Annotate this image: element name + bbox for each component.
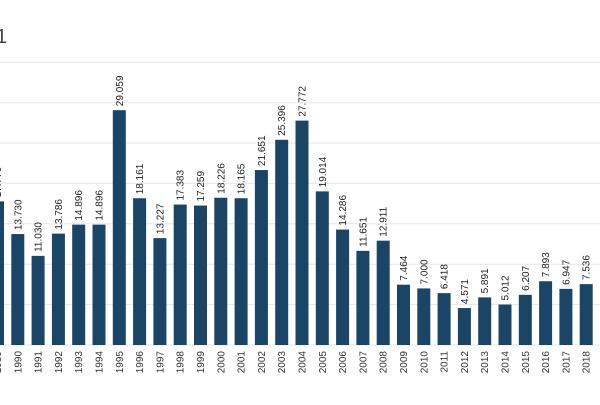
bar-1999 <box>194 205 207 345</box>
value-label-1998: 17.383 <box>176 170 187 201</box>
value-label-1992: 13.786 <box>54 199 65 230</box>
bar-2000 <box>214 197 228 345</box>
x-tick-2012: 2012 <box>460 351 471 374</box>
bar-2004 <box>295 120 309 346</box>
x-tick-1992: 1992 <box>54 351 65 374</box>
value-label-2006: 14.286 <box>338 195 349 226</box>
value-label-2012: 4.571 <box>460 279 471 304</box>
value-label-1996: 18.161 <box>135 163 146 194</box>
x-tick-1991: 1991 <box>34 351 45 374</box>
bar-1996 <box>133 198 147 345</box>
bar-1998 <box>173 204 187 345</box>
value-label-2000: 18.226 <box>216 163 227 194</box>
value-label-1991: 11.030 <box>34 222 45 252</box>
value-label-2001: 18.165 <box>237 163 248 194</box>
bar-1991 <box>31 255 45 345</box>
x-tick-2002: 2002 <box>257 351 268 374</box>
bar-2013 <box>478 297 492 345</box>
bar-2018 <box>579 284 593 345</box>
x-tick-2013: 2013 <box>480 351 491 374</box>
value-label-2009: 7.464 <box>399 255 410 280</box>
x-tick-2011: 2011 <box>440 351 451 373</box>
value-label-2015: 6.207 <box>521 265 532 290</box>
bar-1989 <box>0 201 4 345</box>
x-tick-1997: 1997 <box>155 351 166 374</box>
x-tick-1993: 1993 <box>74 351 85 374</box>
value-label-2013: 5.891 <box>480 268 491 293</box>
x-tick-2007: 2007 <box>358 351 369 374</box>
value-label-1994: 14.896 <box>95 190 106 221</box>
bar-2010 <box>417 288 431 345</box>
value-label-2010: 7.000 <box>419 259 430 284</box>
x-tick-2006: 2006 <box>338 351 349 374</box>
x-tick-2014: 2014 <box>501 351 512 374</box>
bar-2009 <box>397 284 410 345</box>
value-label-2002: 21.651 <box>257 135 268 166</box>
bar-2007 <box>356 250 370 345</box>
x-tick-2016: 2016 <box>541 351 552 374</box>
value-label-2018: 7.536 <box>582 255 593 280</box>
bar-1995 <box>112 110 126 345</box>
bar-2001 <box>234 198 248 345</box>
value-label-1990: 13.730 <box>13 199 24 230</box>
bar-1997 <box>153 238 167 345</box>
x-tick-2015: 2015 <box>521 351 532 374</box>
bars <box>0 110 593 346</box>
bar-2005 <box>315 191 329 345</box>
bar-2014 <box>498 304 512 345</box>
value-label-2003: 25.396 <box>277 105 288 136</box>
x-tick-2003: 2003 <box>277 351 288 374</box>
x-tick-2009: 2009 <box>399 351 410 374</box>
x-tick-1996: 1996 <box>135 351 146 374</box>
x-tick-2008: 2008 <box>379 351 390 374</box>
value-label-1997: 13.227 <box>155 203 166 234</box>
bar-2015 <box>518 294 532 345</box>
x-tick-2005: 2005 <box>318 351 329 374</box>
x-tick-2010: 2010 <box>419 351 430 374</box>
bar-2008 <box>376 240 390 345</box>
x-tick-2001: 2001 <box>237 351 248 374</box>
x-tick-1999: 1999 <box>196 351 207 374</box>
x-tick-2018: 2018 <box>582 351 593 374</box>
bar-1990 <box>11 234 25 345</box>
value-label-2008: 12.911 <box>379 206 390 236</box>
bar-1994 <box>92 224 106 345</box>
bar-2017 <box>559 288 573 345</box>
value-label-2014: 5.012 <box>501 275 512 300</box>
x-tick-1998: 1998 <box>176 351 187 374</box>
value-label-1999: 17.259 <box>196 171 207 202</box>
bar-2002 <box>254 170 268 345</box>
value-labels: 17.776 13.730 11.030 13.786 14.896 14.896 29.0… <box>0 75 593 304</box>
x-tick-1990: 1990 <box>13 351 24 374</box>
value-label-2011: 6.418 <box>440 264 451 289</box>
x-tick-2004: 2004 <box>298 351 309 374</box>
value-label-2017: 6.947 <box>561 259 572 284</box>
bar-1992 <box>51 233 65 345</box>
value-label-1995: 29.059 <box>115 75 126 106</box>
x-axis-ticks: 1989 1990 1991 1992 1993 1994 1995 1996 1997 1998… <box>0 351 593 374</box>
chart-title: 1 <box>0 26 8 48</box>
value-label-2016: 7.893 <box>541 252 552 277</box>
value-label-2004: 27.772 <box>298 86 309 117</box>
bar-2011 <box>437 293 451 345</box>
bar-2003 <box>275 139 289 345</box>
value-label-1989: 17.776 <box>0 166 4 197</box>
value-label-2007: 11.651 <box>358 217 369 247</box>
x-tick-1995: 1995 <box>115 351 126 374</box>
bar-2016 <box>539 281 553 345</box>
x-tick-1989: 1989 <box>0 351 4 374</box>
x-tick-1994: 1994 <box>95 351 106 374</box>
bar-1993 <box>72 224 86 345</box>
bar-2006 <box>336 229 350 345</box>
bar-2012 <box>457 308 471 345</box>
x-tick-2000: 2000 <box>216 351 227 374</box>
value-label-1993: 14.896 <box>74 190 85 221</box>
value-label-2005: 19.014 <box>318 156 329 187</box>
x-tick-2017: 2017 <box>561 351 572 374</box>
